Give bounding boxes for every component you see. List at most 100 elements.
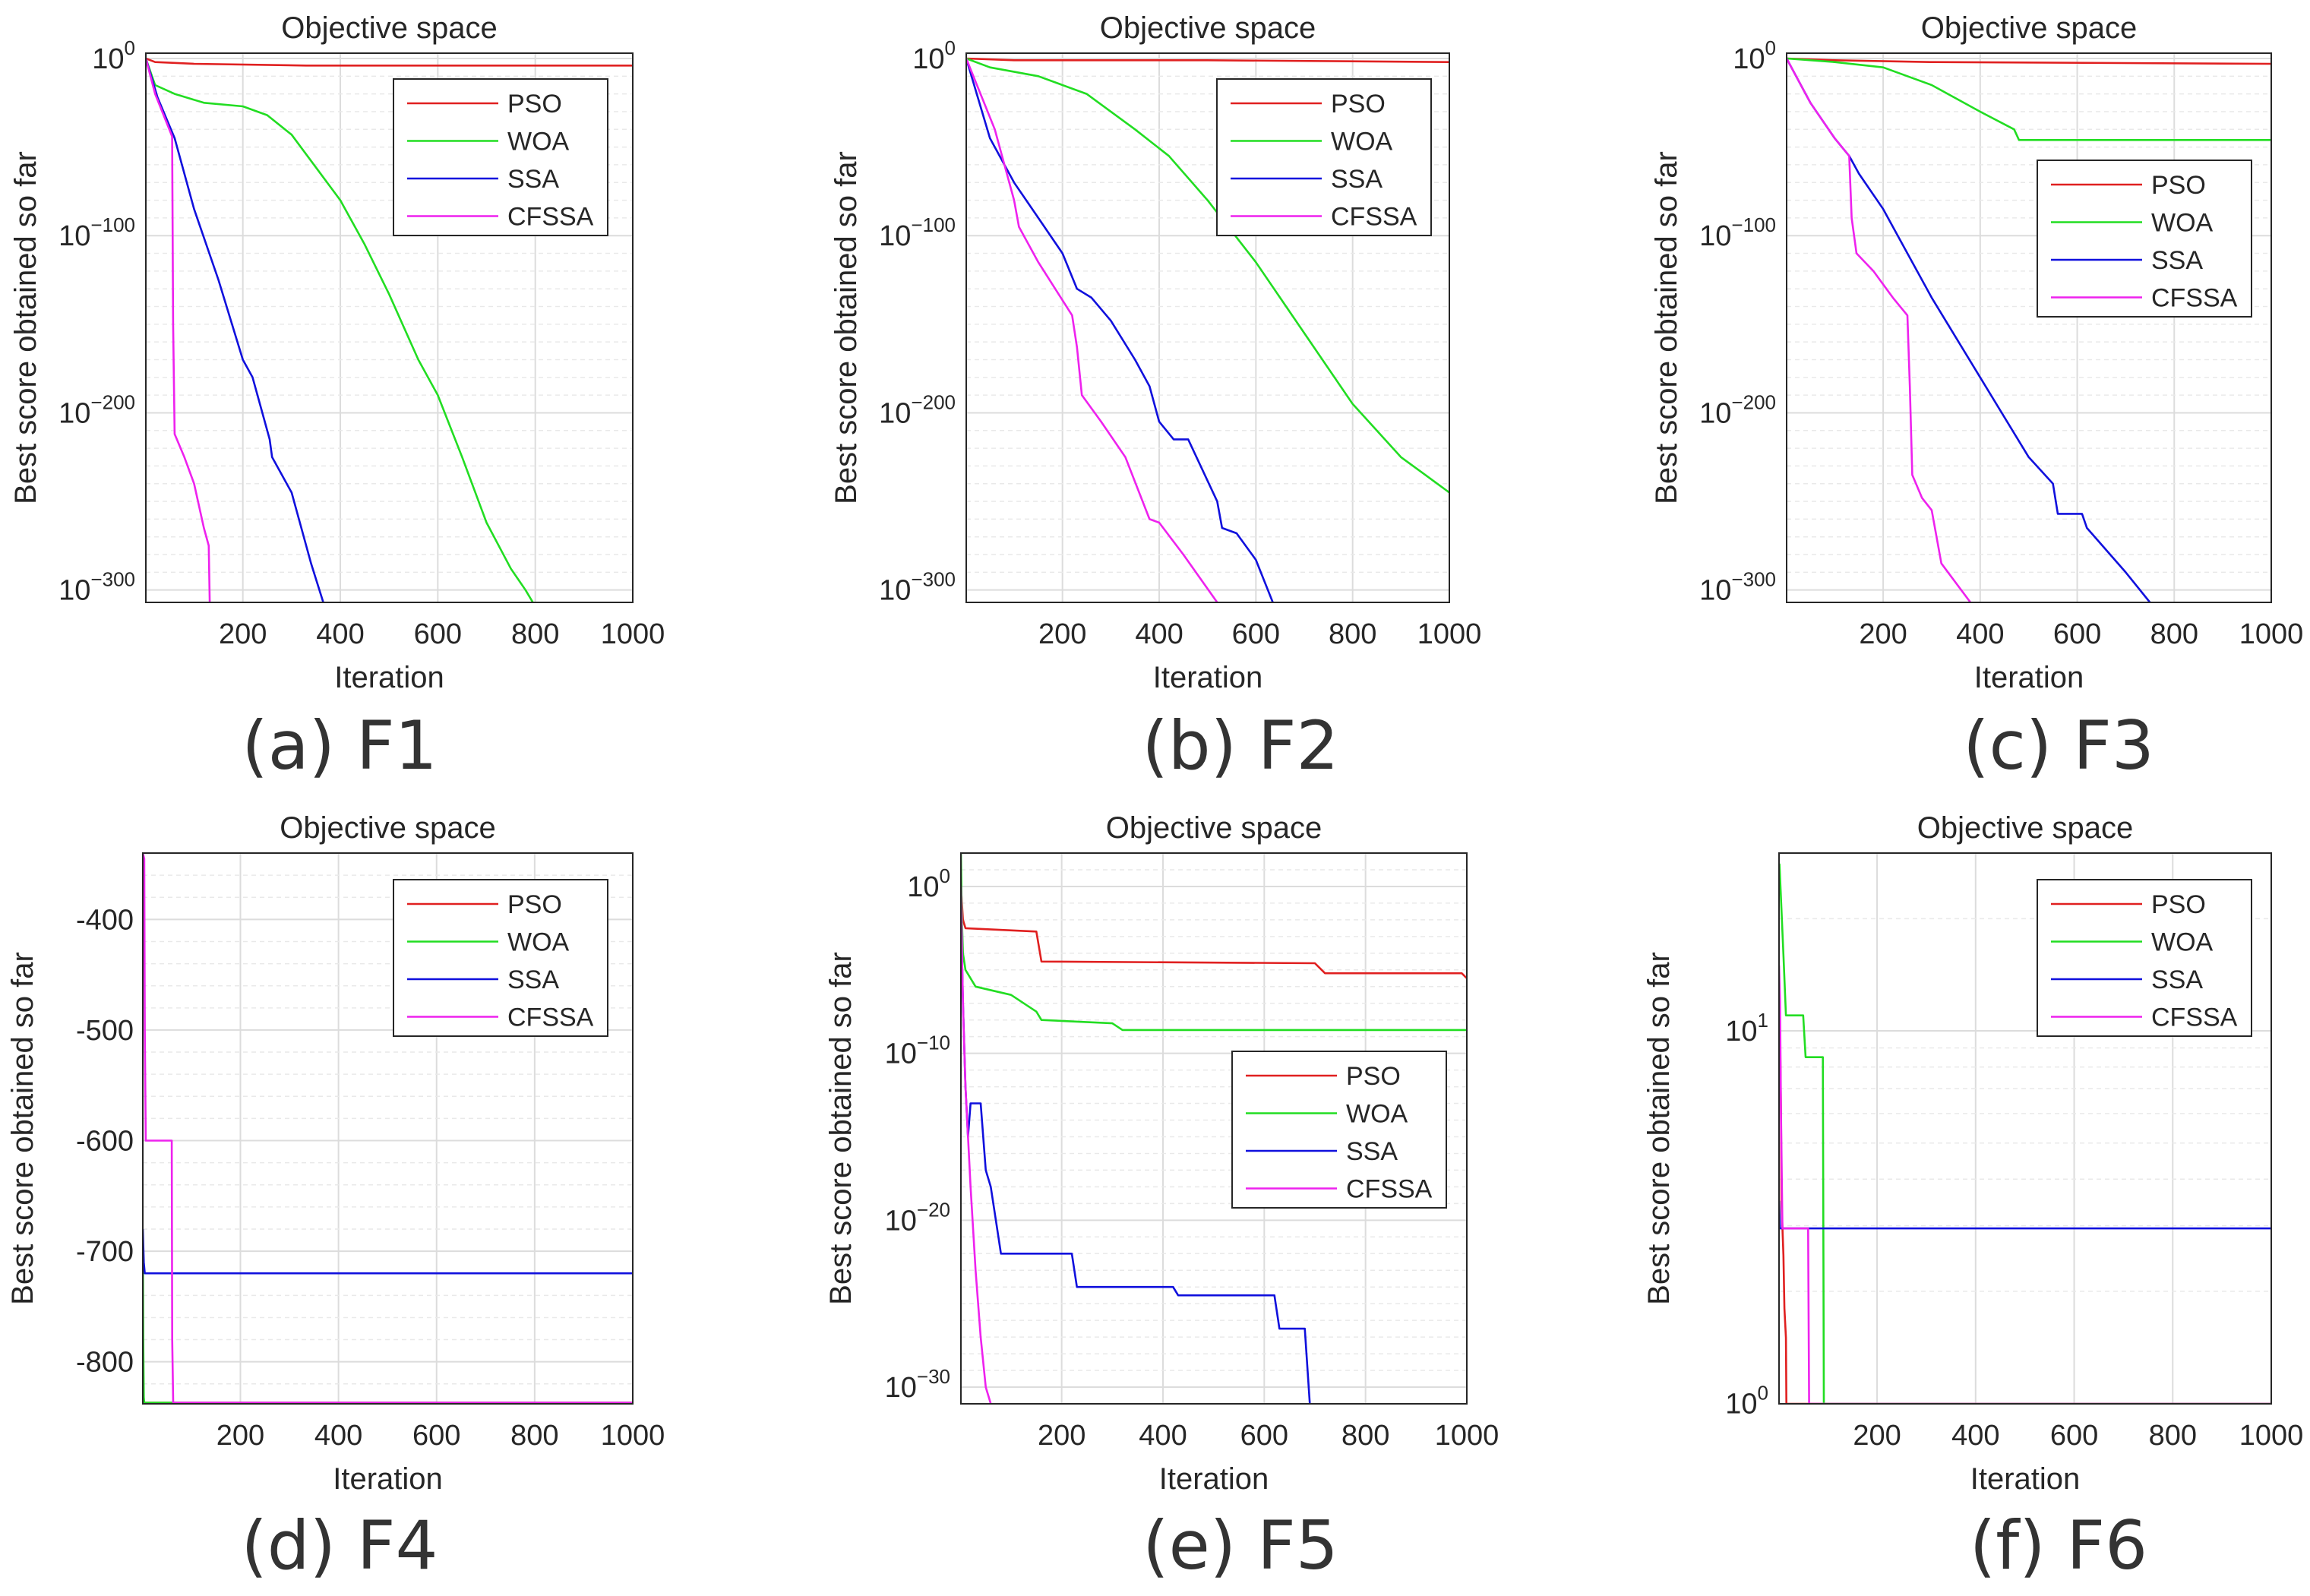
y-axis-label: Best score obtained so far bbox=[9, 151, 43, 504]
legend-label-woa: WOA bbox=[507, 928, 570, 957]
legend-box bbox=[1216, 78, 1432, 236]
panel-caption: (e) F5 bbox=[1142, 1506, 1338, 1585]
series-group bbox=[146, 57, 633, 602]
series-line-ssa bbox=[146, 58, 324, 602]
x-tick-label: 1000 bbox=[2239, 1420, 2304, 1452]
legend: PSO WOA SSA CFSSA bbox=[393, 879, 608, 1037]
x-axis-label: Iteration bbox=[334, 661, 444, 694]
x-tick-label: 400 bbox=[316, 618, 364, 650]
x-tick-label: 800 bbox=[511, 618, 559, 650]
legend-label-cfssa: CFSSA bbox=[2151, 284, 2238, 313]
legend-box bbox=[393, 78, 608, 236]
x-tick-label: 800 bbox=[2149, 1420, 2197, 1452]
axes-box bbox=[142, 852, 634, 1405]
chart-title: Objective space bbox=[1106, 811, 1322, 845]
y-tick-label: 10−200 bbox=[879, 390, 956, 429]
legend-box bbox=[393, 879, 608, 1037]
series-line-cfssa bbox=[1779, 965, 2271, 1404]
panel-caption: (b) F2 bbox=[1142, 706, 1338, 785]
x-tick-label: 800 bbox=[1341, 1420, 1389, 1452]
legend-label-woa: WOA bbox=[1331, 128, 1393, 156]
x-tick-label: 400 bbox=[1956, 618, 2004, 650]
x-tick-label: 600 bbox=[1240, 1420, 1288, 1452]
y-tick-label: 10−200 bbox=[58, 390, 135, 429]
y-tick-label: 10−100 bbox=[1699, 213, 1776, 252]
series-line-woa bbox=[146, 58, 534, 602]
legend-label-pso: PSO bbox=[507, 90, 562, 119]
y-tick-label: 10−100 bbox=[879, 213, 956, 252]
panel-caption: (f) F6 bbox=[1970, 1506, 2147, 1585]
y-axis-label: Best score obtained so far bbox=[6, 952, 40, 1305]
y-tick-label: 10−10 bbox=[885, 1032, 950, 1070]
x-tick-label: 800 bbox=[1329, 618, 1376, 650]
y-tick-label: 10−20 bbox=[885, 1198, 950, 1237]
legend: PSO WOA SSA CFSSA bbox=[393, 78, 608, 236]
legend-box bbox=[1231, 1051, 1447, 1209]
chart-panel-f6: 200 400 600 800 1000 100 101 Objective space Ite… bbox=[1642, 811, 2303, 1585]
x-tick-label: 200 bbox=[1853, 1420, 1901, 1452]
y-tick-label: -500 bbox=[76, 1015, 134, 1047]
legend-label-ssa: SSA bbox=[1331, 165, 1383, 194]
x-axis-label: Iteration bbox=[1153, 661, 1263, 694]
y-tick-label: 10−30 bbox=[885, 1365, 950, 1404]
y-tick-label: 100 bbox=[907, 864, 950, 903]
series-line-cfssa bbox=[143, 852, 633, 1404]
plot-area bbox=[1787, 53, 2271, 602]
chart-panel-f4: 200 400 600 800 1000 -400 -500 -600 -700 -800 Obje… bbox=[6, 811, 665, 1585]
x-tick-label: 400 bbox=[314, 1420, 362, 1452]
chart-title: Objective space bbox=[1921, 11, 2138, 45]
x-axis-label: Iteration bbox=[1970, 1462, 2081, 1496]
y-axis-label: Best score obtained so far bbox=[824, 952, 858, 1305]
legend-label-cfssa: CFSSA bbox=[1346, 1175, 1433, 1204]
legend-box bbox=[2037, 879, 2252, 1037]
legend-label-pso: PSO bbox=[1331, 90, 1386, 119]
legend-label-cfssa: CFSSA bbox=[507, 1003, 594, 1032]
series-line-cfssa bbox=[961, 886, 992, 1404]
legend: PSO WOA SSA CFSSA bbox=[2037, 879, 2252, 1037]
legend-label-woa: WOA bbox=[2151, 928, 2214, 957]
panel-caption: (d) F4 bbox=[241, 1506, 438, 1585]
legend-label-cfssa: CFSSA bbox=[2151, 1003, 2238, 1032]
series-line-pso bbox=[961, 886, 1467, 979]
series-line-woa bbox=[1787, 57, 2271, 141]
series-line-woa bbox=[1779, 863, 2271, 1404]
legend-label-pso: PSO bbox=[507, 890, 562, 919]
x-tick-label: 1000 bbox=[1435, 1420, 1499, 1452]
legend-label-cfssa: CFSSA bbox=[507, 203, 594, 232]
x-tick-label: 600 bbox=[2050, 1420, 2098, 1452]
axes-box bbox=[1778, 852, 2272, 1405]
chart-title: Objective space bbox=[280, 811, 496, 845]
y-tick-label: 10−200 bbox=[1699, 390, 1776, 429]
y-tick-label: 100 bbox=[1733, 36, 1776, 75]
x-tick-label: 600 bbox=[414, 618, 462, 650]
y-axis-label: Best score obtained so far bbox=[1642, 952, 1676, 1305]
x-tick-label: 800 bbox=[2150, 618, 2198, 650]
panel-caption: (a) F1 bbox=[242, 706, 437, 785]
axes-box bbox=[965, 52, 1450, 603]
series-line-cfssa bbox=[1787, 58, 1972, 602]
legend-box bbox=[2037, 160, 2252, 318]
legend-label-woa: WOA bbox=[507, 128, 570, 156]
y-tick-label: -700 bbox=[76, 1236, 134, 1268]
legend: PSO WOA SSA CFSSA bbox=[2037, 160, 2252, 318]
chart-title: Objective space bbox=[281, 11, 498, 45]
legend-label-pso: PSO bbox=[2151, 890, 2206, 919]
series-line-cfssa bbox=[146, 58, 211, 602]
chart-title: Objective space bbox=[1100, 11, 1316, 45]
series-group bbox=[1787, 57, 2271, 602]
legend-label-pso: PSO bbox=[1346, 1062, 1401, 1091]
x-tick-label: 600 bbox=[2053, 618, 2101, 650]
chart-panel-f3: 200 400 600 800 1000 100 10−100 10−200 10−300 Obj… bbox=[1650, 11, 2303, 785]
y-tick-label: 10−100 bbox=[58, 213, 135, 252]
x-tick-label: 200 bbox=[1038, 1420, 1085, 1452]
legend-label-ssa: SSA bbox=[507, 966, 559, 994]
legend: PSO WOA SSA CFSSA bbox=[1231, 1051, 1447, 1209]
legend: PSO WOA SSA CFSSA bbox=[1216, 78, 1432, 236]
x-axis-label: Iteration bbox=[333, 1462, 443, 1496]
x-axis-label: Iteration bbox=[1159, 1462, 1269, 1496]
y-axis-label: Best score obtained so far bbox=[830, 151, 863, 504]
legend-label-ssa: SSA bbox=[2151, 966, 2203, 994]
y-tick-label: 10−300 bbox=[58, 568, 135, 607]
chart-panel-f2: 200 400 600 800 1000 100 10−100 10−200 10−300 Obj… bbox=[830, 11, 1481, 785]
